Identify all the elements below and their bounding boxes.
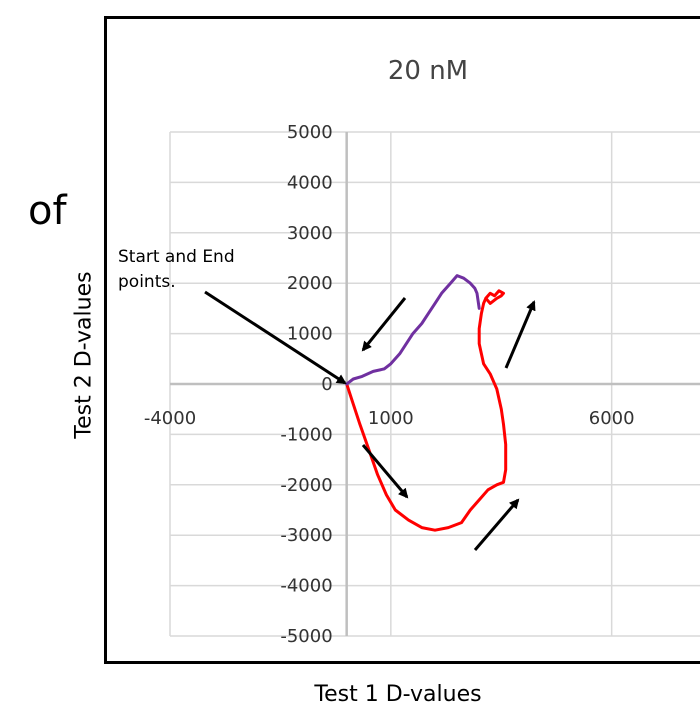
y-tick-label: 1000 (287, 324, 333, 345)
y-tick-label: -5000 (280, 626, 332, 647)
chart-title: 20 nM (388, 56, 468, 86)
chart-frame (104, 16, 700, 664)
y-tick-label: -4000 (280, 576, 332, 597)
x-tick-label: 6000 (589, 408, 635, 429)
x-axis-label: Test 1 D-values (314, 682, 482, 707)
y-tick-label: -3000 (280, 525, 332, 546)
x-tick-label: -4000 (144, 408, 196, 429)
y-tick-label: 4000 (287, 172, 333, 193)
annotation-line-1: Start and End (118, 247, 235, 267)
y-tick-label: 5000 (287, 122, 333, 143)
axes (170, 132, 700, 636)
y-tick-label: 3000 (287, 223, 333, 244)
direction-arrow (361, 444, 409, 499)
left-text-fragment: of (28, 188, 67, 234)
y-tick-label: -1000 (280, 424, 332, 445)
direction-arrows (204, 290, 536, 551)
series-line-1 (345, 289, 508, 532)
direction-arrow (361, 297, 407, 352)
direction-arrow (204, 290, 347, 385)
y-tick-label: 2000 (287, 273, 333, 294)
tick-labels: 5000 4000 3000 2000 1000 0 -1000 -2000 -3000 -400… (144, 122, 635, 647)
grid-lines (169, 131, 700, 637)
series-line-2 (345, 274, 481, 386)
series-layer (345, 274, 508, 532)
y-tick-label: -2000 (280, 475, 332, 496)
y-tick-label: 0 (321, 374, 332, 395)
direction-arrow (473, 498, 520, 551)
direction-arrow (504, 300, 536, 369)
annotation-line-2: points. (118, 272, 176, 292)
x-tick-label: 1000 (368, 408, 414, 429)
